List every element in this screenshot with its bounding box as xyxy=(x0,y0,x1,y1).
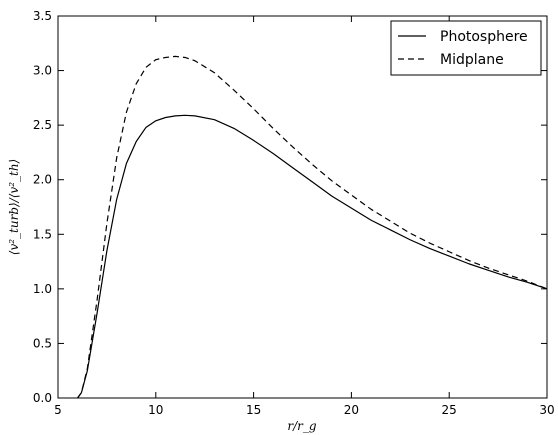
y-tick-label: 2.0 xyxy=(33,173,52,187)
x-tick-label: 20 xyxy=(344,403,359,417)
y-tick-label: 3.0 xyxy=(33,64,52,78)
legend-box xyxy=(390,20,542,76)
y-tick-label: 1.0 xyxy=(33,282,52,296)
x-axis-label: r/r_g xyxy=(287,419,317,433)
y-tick-label: 1.5 xyxy=(33,227,52,241)
series-line-midplane xyxy=(77,55,548,399)
y-tick-label: 0.5 xyxy=(33,336,52,350)
x-tick-label: 5 xyxy=(54,403,62,417)
series-layer xyxy=(77,55,548,399)
ticks-layer: 5 10 15 20 25 30 0.0 0.5 1.0 1.5 2.0 2.5 3.0 3.5 xyxy=(33,9,555,417)
y-axis-label: ⟨v²_turb⟩/⟨v²_th⟩ xyxy=(7,159,21,255)
plot-frame xyxy=(57,15,548,399)
x-tick-label: 10 xyxy=(148,403,163,417)
series-line-photosphere xyxy=(77,114,548,399)
x-tick-label: 15 xyxy=(246,403,261,417)
y-tick-label: 2.5 xyxy=(33,118,52,132)
y-tick-label: 3.5 xyxy=(33,9,52,23)
x-tick-label: 25 xyxy=(442,403,457,417)
legend-label-midplane: Midplane xyxy=(440,52,504,68)
legend: Photosphere Midplane xyxy=(390,20,542,76)
y-tick-label: 0.0 xyxy=(33,391,52,405)
x-tick-label: 30 xyxy=(539,403,554,417)
legend-label-photosphere: Photosphere xyxy=(440,29,528,45)
